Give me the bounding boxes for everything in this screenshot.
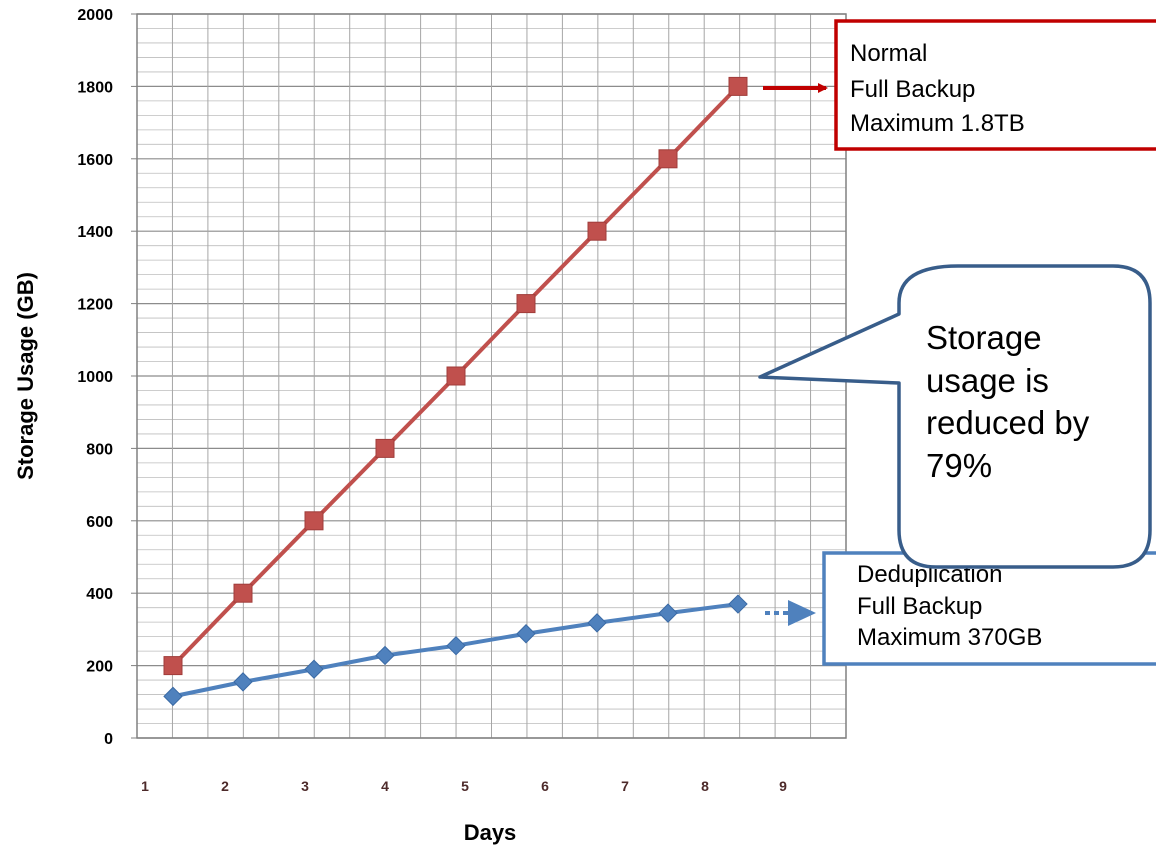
y-tick-label: 0	[104, 731, 113, 748]
y-axis-title: Storage Usage (GB)	[13, 272, 38, 480]
series-layer	[163, 76, 748, 707]
callout-line-4: 79%	[926, 447, 992, 484]
dedup-point-marker	[658, 603, 678, 623]
dedup-point-marker	[375, 645, 395, 666]
normal-point-marker	[587, 221, 607, 241]
dedup-annotation-box	[822, 551, 1156, 666]
y-tick-label: 1600	[77, 152, 113, 169]
y-tick-label: 1400	[77, 224, 113, 241]
dedup-point-marker	[233, 672, 253, 692]
x-tick-label: 8	[701, 778, 709, 794]
x-tick-label: 2	[221, 778, 229, 794]
x-axis-title: Days	[464, 820, 517, 845]
y-tick-label: 1000	[77, 369, 113, 386]
callout-line-3: reduced by	[926, 404, 1090, 441]
dedup-arrow-icon	[765, 600, 816, 626]
y-tick-label: 1200	[77, 297, 113, 314]
dedup-point-marker	[516, 624, 536, 644]
y-tick-label: 600	[86, 514, 113, 531]
normal-point-marker	[304, 511, 324, 531]
normal-backup-annotation: Normal Full Backup Maximum 1.8TB	[763, 19, 1156, 151]
x-tick-label: 5	[461, 778, 469, 794]
normal-annotation-line-1: Normal	[850, 40, 927, 67]
dedup-annotation-line-2: Full Backup	[857, 593, 982, 620]
y-tick-label: 1800	[77, 79, 113, 96]
normal-point-marker	[446, 366, 466, 386]
dedup-point-marker	[304, 659, 324, 679]
y-tick-label: 200	[86, 659, 113, 676]
dedup-point-marker	[728, 594, 748, 614]
dedup-point-marker	[163, 686, 183, 707]
callout-line-1: Storage	[926, 319, 1042, 356]
dedup-annotation-line-3: Maximum 370GB	[857, 624, 1042, 651]
normal-point-marker	[658, 149, 678, 169]
normal-point-marker	[163, 656, 183, 676]
normal-annotation-line-3: Maximum 1.8TB	[850, 110, 1025, 137]
normal-point-marker	[233, 583, 253, 603]
y-tick-label: 800	[86, 441, 113, 458]
x-tick-label: 6	[541, 778, 549, 794]
normal-point-marker	[516, 294, 536, 314]
x-tick-label: 1	[141, 778, 149, 794]
normal-annotation-line-2: Full Backup	[850, 76, 975, 103]
reduction-callout: Storage usage is reduced by 79%	[758, 264, 1152, 569]
x-tick-label: 7	[621, 778, 629, 794]
x-tick-label: 4	[381, 778, 389, 794]
x-tick-label: 3	[301, 778, 309, 794]
speech-bubble-shape	[758, 264, 1152, 569]
normal-point-marker	[375, 438, 395, 458]
normal-annotation-box	[834, 19, 1156, 151]
dedup-point-marker	[446, 635, 466, 656]
dedup-point-marker	[587, 613, 607, 633]
chart-grid	[136, 13, 847, 739]
x-axis-ticks: 1 2 3 4 5 6 7 8 9	[141, 778, 787, 794]
y-tick-label: 400	[86, 586, 113, 603]
x-tick-label: 9	[779, 778, 787, 794]
dedup-backup-annotation: Deduplication Full Backup Maximum 370GB	[765, 551, 1156, 666]
y-axis-ticks: 0 200 400 600 800 1000 1200 1400 1600 1800 2000	[77, 7, 137, 748]
callout-line-2: usage is	[926, 362, 1049, 399]
normal-point-marker	[728, 76, 748, 96]
y-tick-label: 2000	[77, 7, 113, 24]
